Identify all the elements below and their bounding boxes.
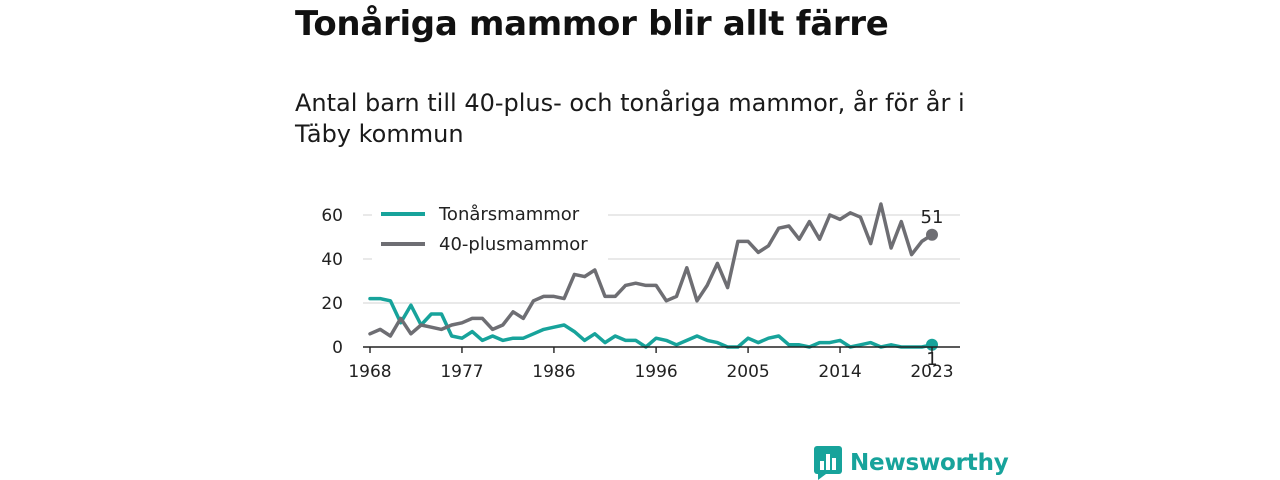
page-title: Tonåriga mammor blir allt färre <box>295 4 889 44</box>
legend: Tonårsmammor 40-plusmammor <box>372 198 608 264</box>
y-tick-label: 0 <box>332 338 343 358</box>
brand-name: Newsworthy <box>850 450 1009 476</box>
y-tick-label: 60 <box>321 206 343 226</box>
end-labels: 1 51 <box>921 207 944 370</box>
x-tick-label: 1968 <box>348 362 391 382</box>
x-tick-label: 1977 <box>440 362 483 382</box>
page-subtitle: Antal barn till 40-plus- och tonåriga ma… <box>295 89 965 148</box>
series-end-point-1 <box>926 228 938 241</box>
series-line-1 <box>368 202 934 338</box>
end-value-label: 51 <box>921 207 944 228</box>
y-tick-label: 20 <box>321 294 343 314</box>
legend-label-0: Tonårsmammor <box>438 204 580 225</box>
newsworthy-logo-icon <box>814 446 842 480</box>
x-tick-label: 2023 <box>910 362 953 382</box>
end-value-label: 1 <box>926 349 937 370</box>
x-tick-label: 2005 <box>726 362 769 382</box>
y-axis: 0 20 40 60 <box>321 206 343 358</box>
x-tick-label: 1996 <box>634 362 677 382</box>
legend-label-1: 40-plusmammor <box>439 234 588 255</box>
y-tick-label: 40 <box>321 250 343 270</box>
x-axis: 1968 1977 1986 1996 2005 2014 2023 <box>348 346 960 382</box>
series-lines <box>368 202 938 351</box>
legend-background <box>372 198 608 264</box>
series-line-0 <box>368 296 934 349</box>
x-tick-label: 2014 <box>818 362 861 382</box>
x-tick-label: 1986 <box>532 362 575 382</box>
newsworthy-logo: Newsworthy <box>814 446 1009 480</box>
